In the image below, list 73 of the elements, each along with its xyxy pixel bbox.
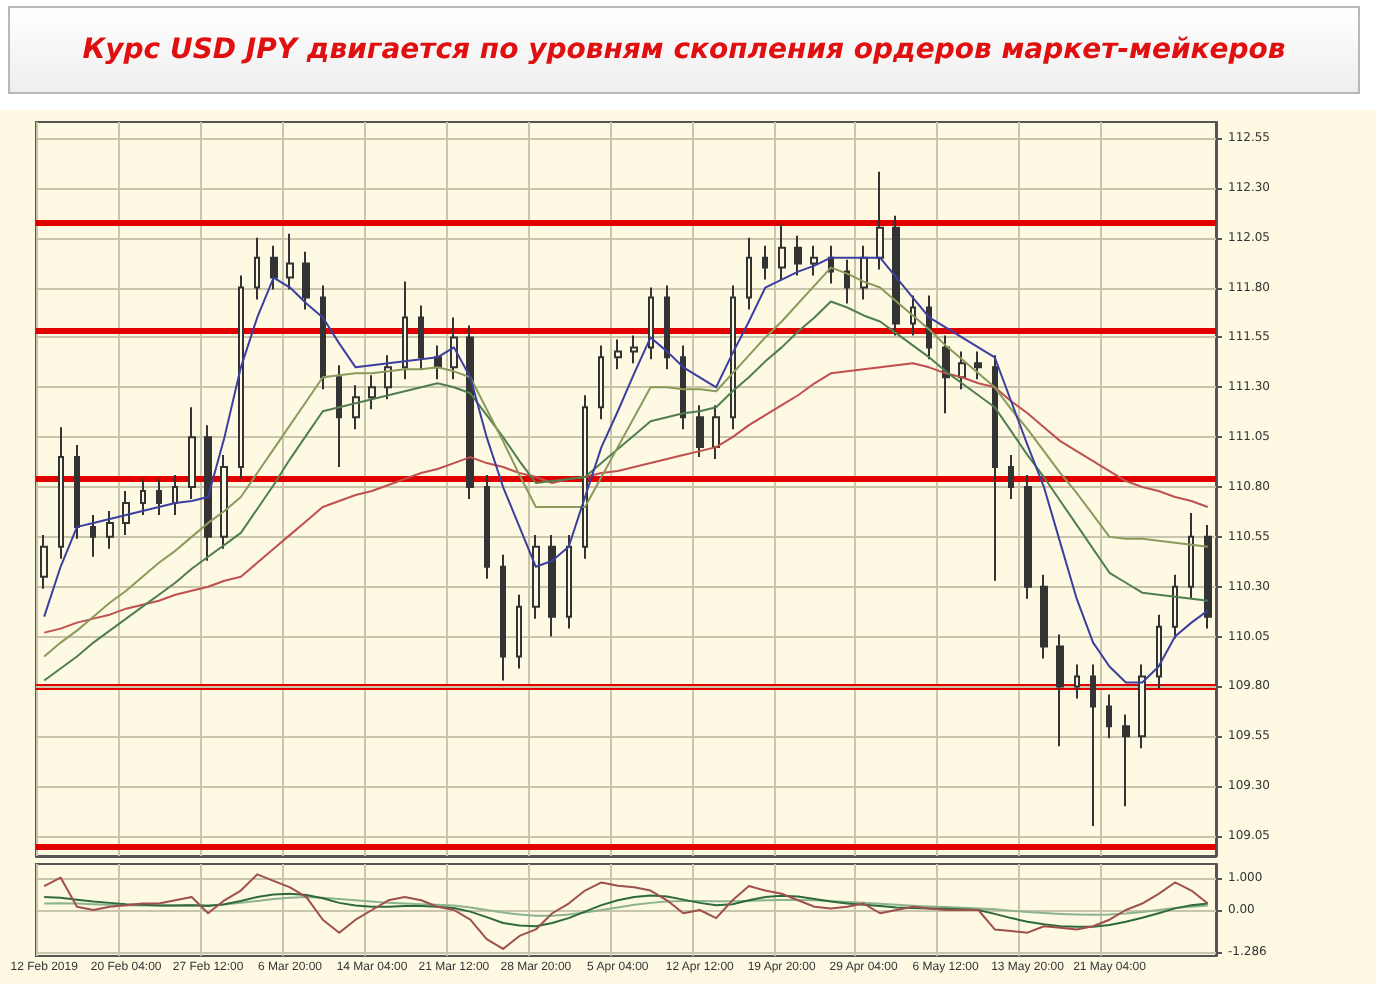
candlestick	[958, 350, 966, 391]
candlestick	[156, 478, 162, 516]
candlestick	[664, 284, 670, 371]
candlestick	[1090, 663, 1096, 828]
candlestick	[40, 533, 48, 590]
candlestick	[876, 170, 884, 271]
candlestick	[450, 316, 458, 381]
candlestick	[254, 236, 260, 301]
candlestick	[794, 234, 802, 277]
candlestick	[1024, 474, 1032, 600]
candlestick	[220, 454, 228, 550]
candlestick	[630, 334, 638, 365]
candlestick	[746, 236, 752, 311]
candlestick	[484, 474, 490, 580]
candlestick	[140, 478, 146, 516]
candlestick	[336, 364, 342, 469]
line-series	[43, 873, 1209, 950]
candlestick	[1188, 511, 1194, 600]
candlestick	[582, 394, 588, 560]
candlestick	[1204, 523, 1212, 630]
candlestick	[466, 324, 474, 500]
candlestick	[1040, 573, 1048, 660]
candlestick	[188, 406, 196, 500]
candlestick	[58, 426, 64, 560]
candlestick	[910, 294, 916, 337]
candlestick	[712, 404, 720, 461]
candlestick	[762, 244, 768, 281]
candlestick	[434, 344, 442, 381]
candlestick	[548, 533, 556, 638]
candlestick	[368, 374, 376, 411]
candlestick	[352, 384, 360, 431]
candlestick	[1172, 573, 1178, 640]
candlestick	[892, 214, 900, 337]
candlestick	[516, 593, 522, 670]
candlestick	[418, 304, 424, 371]
candlestick	[1138, 663, 1146, 750]
candlestick	[730, 284, 736, 431]
candlestick	[1122, 713, 1130, 808]
candlestick	[598, 344, 604, 421]
line-series	[43, 892, 1209, 928]
candlestick	[286, 232, 294, 291]
candlestick	[566, 533, 572, 630]
candlestick	[302, 250, 310, 311]
candlestick	[500, 553, 506, 682]
candlestick	[974, 350, 982, 381]
candlestick	[320, 284, 326, 391]
candlestick	[992, 354, 998, 582]
candlestick	[844, 258, 850, 305]
candlestick	[696, 404, 704, 459]
candlestick	[238, 274, 244, 481]
candlestick	[74, 444, 80, 540]
candlestick	[614, 338, 622, 371]
candlestick	[1106, 693, 1112, 740]
candlestick	[1156, 613, 1162, 690]
candlestick	[648, 286, 654, 361]
candlestick	[106, 509, 114, 550]
candlestick	[1008, 454, 1014, 500]
candlestick	[860, 244, 868, 301]
candlestick	[122, 489, 130, 536]
line-series	[43, 896, 1209, 917]
chart-title: Курс USD JPY двигается по уровням скопления ордеров маркет-мейкеров	[8, 6, 1360, 94]
candlestick	[204, 424, 212, 562]
candlestick	[402, 280, 408, 381]
candlestick	[1056, 633, 1064, 748]
candlestick	[532, 533, 540, 620]
candlestick	[810, 244, 818, 277]
candlestick	[172, 474, 178, 516]
candlestick	[384, 354, 392, 401]
candlestick	[778, 222, 786, 281]
candlestick	[1074, 663, 1080, 700]
candlestick	[270, 244, 278, 291]
line-series	[43, 362, 1209, 634]
candlestick	[90, 513, 96, 558]
